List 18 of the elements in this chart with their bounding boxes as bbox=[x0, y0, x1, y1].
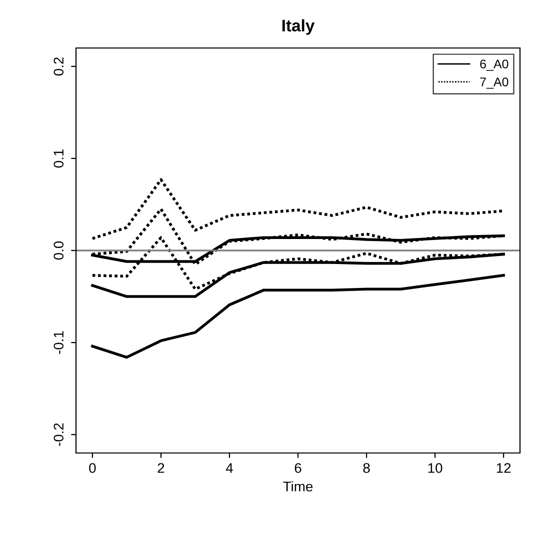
y-tick-label: 0.2 bbox=[54, 57, 64, 76]
x-tick-label: 0 bbox=[89, 463, 96, 473]
y-tick-label: 0.0 bbox=[54, 241, 64, 260]
x-tick-label: 8 bbox=[363, 463, 370, 473]
line-series bbox=[91, 178, 505, 240]
line-series bbox=[91, 274, 505, 359]
x-tick-label: 10 bbox=[428, 463, 442, 473]
x-tick-label: 6 bbox=[294, 463, 302, 473]
x-tick-label: 4 bbox=[226, 463, 233, 473]
legend-label: 7_A0 bbox=[480, 77, 508, 89]
x-axis-title: Time bbox=[283, 481, 313, 492]
y-tick-label: -0.2 bbox=[54, 423, 64, 446]
y-tick-label: -0.1 bbox=[54, 331, 64, 354]
chart-title: Italy bbox=[282, 19, 315, 35]
x-tick-label: 2 bbox=[158, 463, 164, 473]
y-tick-label: 0.1 bbox=[54, 149, 64, 168]
x-tick-label: 12 bbox=[496, 463, 511, 473]
legend-label: 6_A0 bbox=[480, 60, 508, 71]
